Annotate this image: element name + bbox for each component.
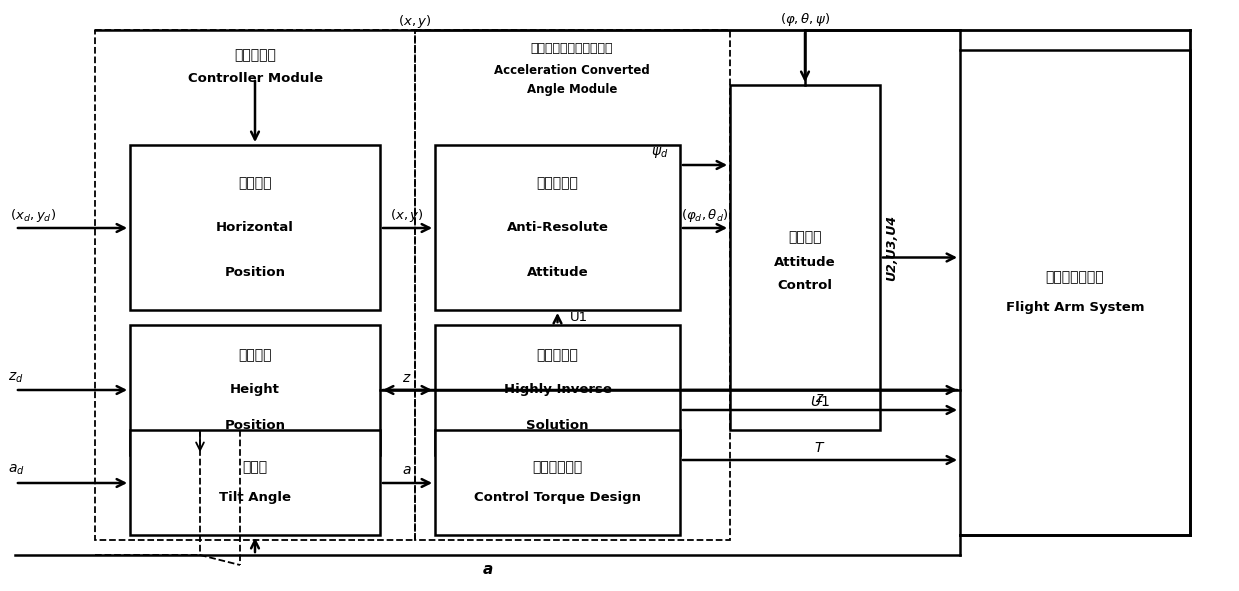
Text: Height: Height	[230, 384, 280, 397]
Text: $a_d$: $a_d$	[7, 463, 25, 477]
Text: Attitude: Attitude	[774, 256, 836, 269]
Text: $(x_d,y_d)$: $(x_d,y_d)$	[10, 206, 56, 223]
Bar	[960, 50, 1189, 535]
Text: $z$: $z$	[815, 391, 825, 405]
Text: 姿态反解算: 姿态反解算	[536, 176, 579, 190]
Text: U2,U3,U4: U2,U3,U4	[885, 215, 898, 281]
Bar	[95, 30, 415, 540]
Text: $z_d$: $z_d$	[7, 371, 24, 385]
Bar	[130, 430, 380, 535]
Text: Anti-Resolute: Anti-Resolute	[507, 221, 608, 234]
Text: Highly Inverse: Highly Inverse	[503, 384, 611, 397]
Text: Controller Module: Controller Module	[187, 72, 322, 85]
Text: Horizontal: Horizontal	[216, 221, 294, 234]
Text: Position: Position	[224, 265, 285, 278]
Text: $T$: $T$	[814, 441, 825, 455]
Text: 设计控制力矩: 设计控制力矩	[533, 460, 582, 475]
Text: Acceleration Converted: Acceleration Converted	[494, 63, 650, 76]
Bar	[415, 30, 730, 540]
Text: Attitude: Attitude	[527, 265, 589, 278]
Text: Tilt Angle: Tilt Angle	[219, 491, 291, 504]
Bar	[435, 430, 680, 535]
Text: U1: U1	[570, 311, 587, 324]
Text: 控制器模块: 控制器模块	[234, 48, 276, 62]
Text: $(\varphi,\theta,\psi)$: $(\varphi,\theta,\psi)$	[779, 11, 830, 28]
Text: $(x,y)$: $(x,y)$	[390, 207, 424, 225]
Bar	[435, 145, 680, 310]
Text: $(x,y)$: $(x,y)$	[398, 14, 432, 31]
Text: $U1$: $U1$	[810, 395, 830, 409]
Text: 飞行机械臂系统: 飞行机械臂系统	[1046, 271, 1104, 284]
Text: 倾斜角: 倾斜角	[243, 460, 268, 475]
Text: Control Torque Design: Control Torque Design	[475, 491, 641, 504]
Text: Angle Module: Angle Module	[527, 83, 617, 96]
Text: 高度反解算: 高度反解算	[536, 348, 579, 362]
Text: 姿态控制: 姿态控制	[788, 230, 821, 245]
Text: $\boldsymbol{a}$: $\boldsymbol{a}$	[482, 561, 493, 576]
Bar	[435, 325, 680, 455]
Text: $(\varphi_d,\theta_d)$: $(\varphi_d,\theta_d)$	[681, 206, 729, 223]
Bar	[130, 145, 380, 310]
Bar	[130, 325, 380, 455]
Bar	[730, 85, 880, 430]
Text: 加速度转换成角速度模块: 加速度转换成角速度模块	[530, 41, 613, 54]
Text: 高度位置: 高度位置	[238, 348, 271, 362]
Text: Solution: Solution	[527, 418, 589, 431]
Text: $\psi_d$: $\psi_d$	[650, 145, 668, 160]
Text: $z$: $z$	[403, 371, 411, 385]
Text: Position: Position	[224, 418, 285, 431]
Text: Flight Arm System: Flight Arm System	[1006, 301, 1145, 314]
Text: $a$: $a$	[403, 463, 411, 477]
Text: 水平位置: 水平位置	[238, 176, 271, 190]
Text: Control: Control	[778, 279, 833, 292]
